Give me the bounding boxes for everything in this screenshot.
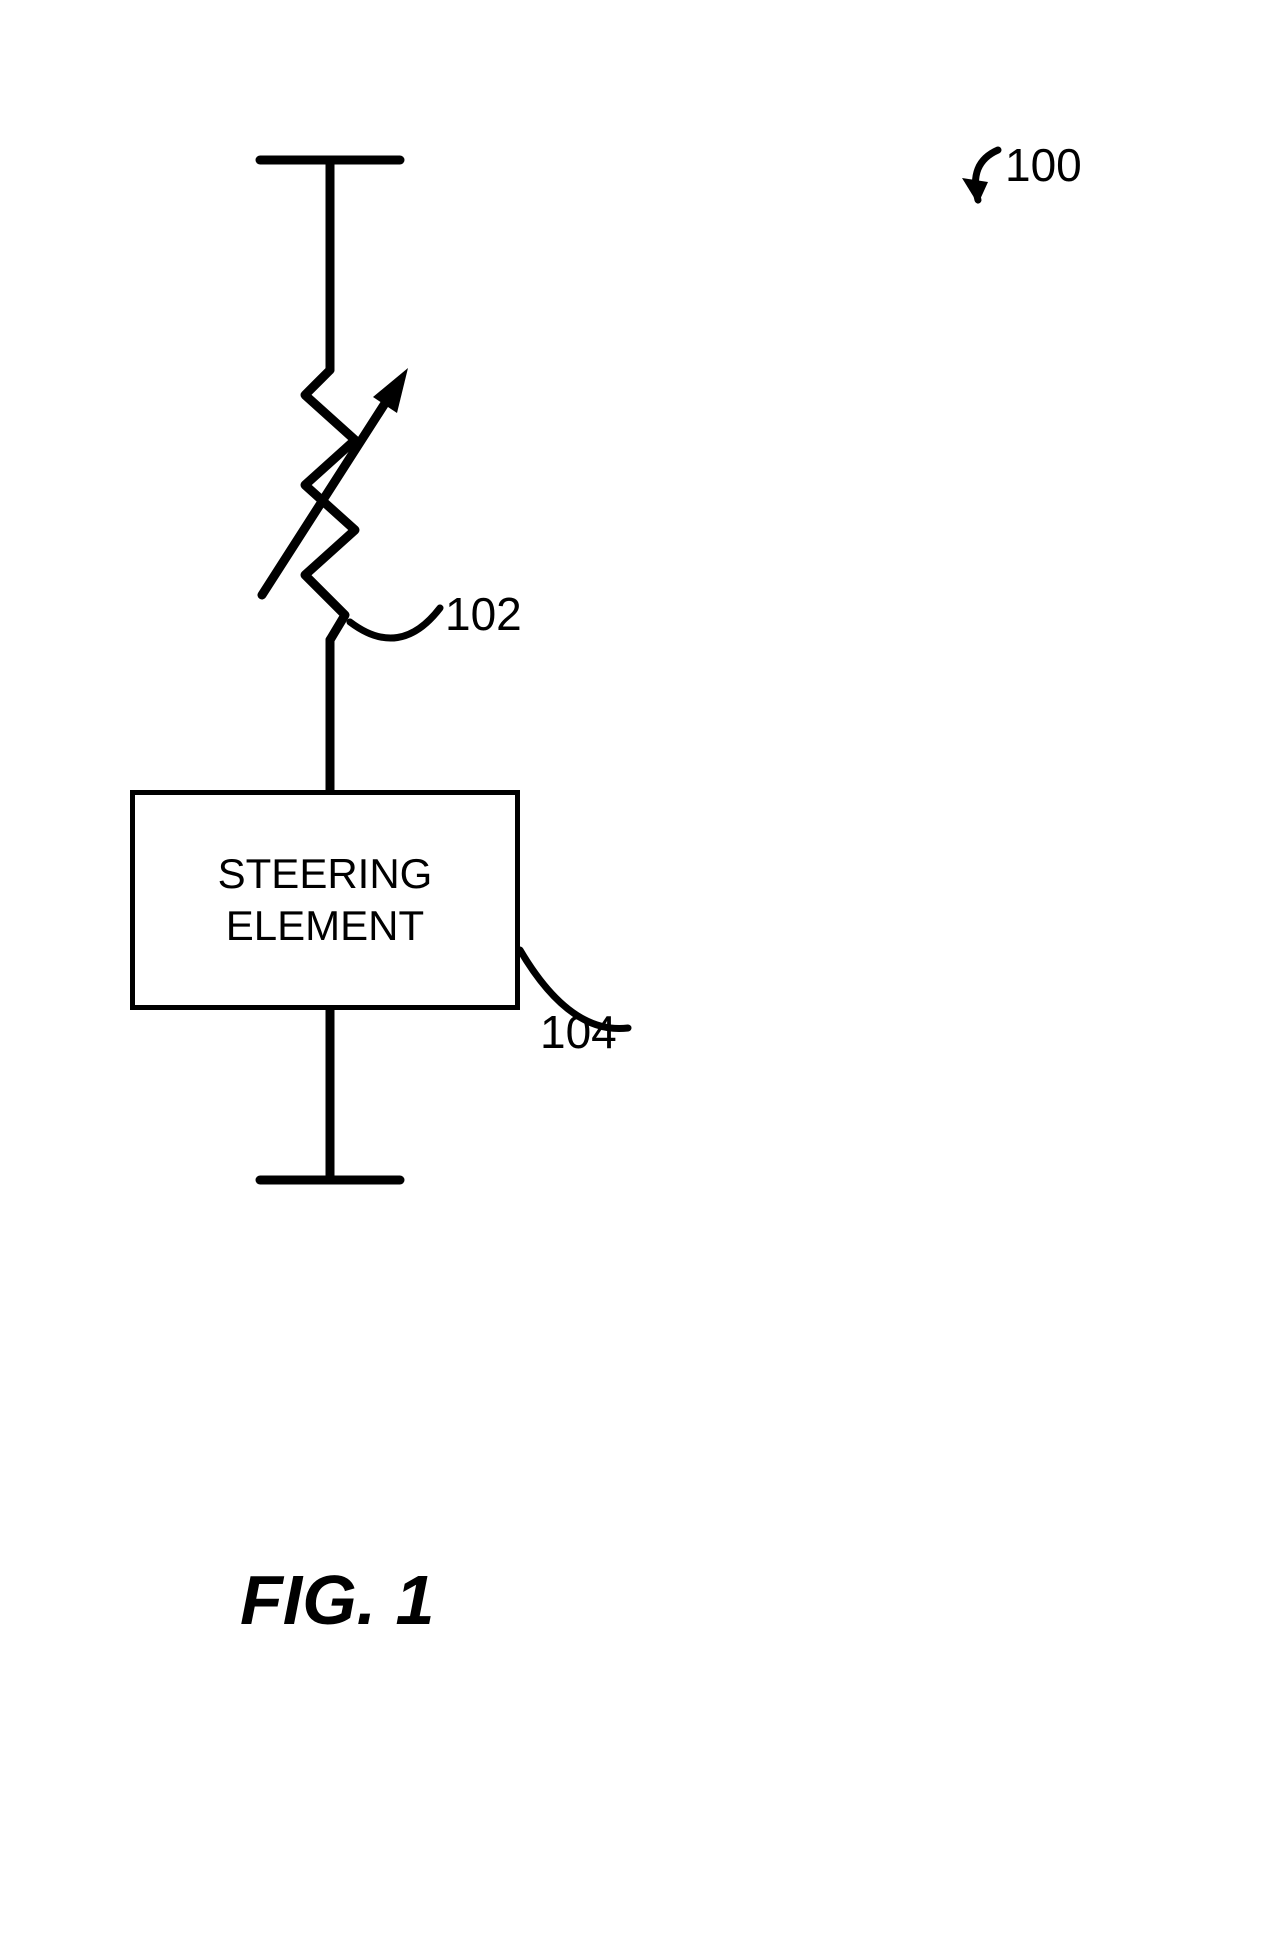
figure-caption: FIG. 1 xyxy=(240,1560,434,1640)
steering-element-box: STEERING ELEMENT xyxy=(130,790,520,1010)
steering-element-text: STEERING ELEMENT xyxy=(218,848,433,953)
diagram-container: STEERING ELEMENT 100 102 104 FIG. 1 xyxy=(0,0,1282,1943)
ref-label-102: 102 xyxy=(445,587,522,641)
variable-resistor xyxy=(305,370,355,640)
steering-line1: STEERING xyxy=(218,850,433,897)
leader-102 xyxy=(350,608,440,638)
ref-label-104: 104 xyxy=(540,1005,617,1059)
steering-line2: ELEMENT xyxy=(226,902,424,949)
ref-label-100: 100 xyxy=(1005,138,1082,192)
